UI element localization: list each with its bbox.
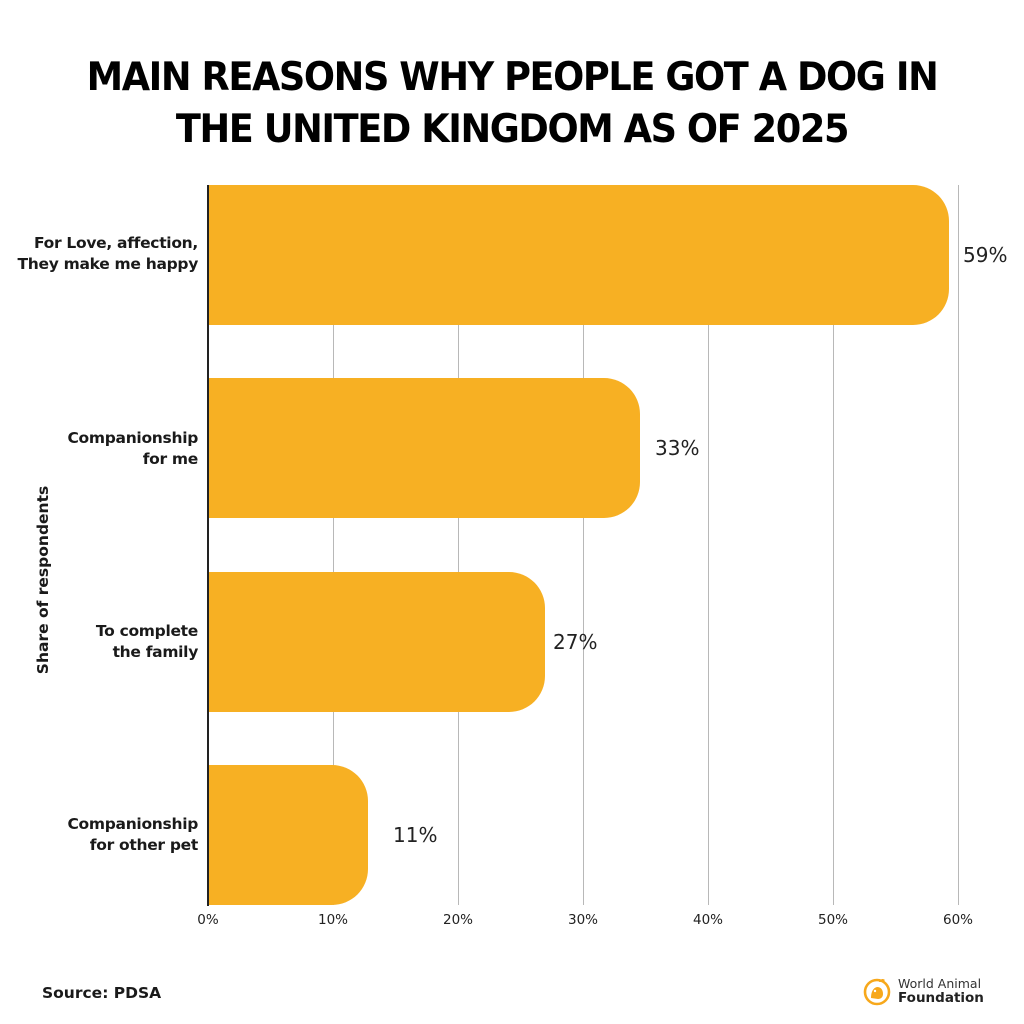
bar-companionship-me <box>209 378 640 518</box>
chart-title: MAIN REASONS WHY PEOPLE GOT A DOG IN THE… <box>31 52 994 156</box>
dog-bird-logo-icon <box>863 978 891 1006</box>
x-tick-label: 60% <box>942 912 974 928</box>
bar-companionship-other-pet <box>209 765 368 905</box>
category-label-line: Companionship <box>67 429 198 447</box>
value-label: 33% <box>655 436 700 460</box>
x-tick-label: 50% <box>817 912 849 928</box>
title-line-1: MAIN REASONS WHY PEOPLE GOT A DOG IN <box>86 55 939 100</box>
gridline-40 <box>708 185 709 905</box>
y-axis-line <box>207 185 209 906</box>
value-label: 11% <box>393 823 438 847</box>
x-tick-label: 20% <box>442 912 474 928</box>
x-tick-label: 30% <box>567 912 599 928</box>
gridline-30 <box>583 185 584 905</box>
category-label-line: For Love, affection, <box>33 234 198 252</box>
category-label: Companionship for me <box>0 428 198 470</box>
title-line-2: THE UNITED KINGDOM AS OF 2025 <box>175 107 850 152</box>
gridline-60 <box>958 185 959 905</box>
category-label-line: the family <box>112 643 199 661</box>
x-tick-label: 40% <box>692 912 724 928</box>
logo-text-line-1: World Animal <box>898 976 982 991</box>
logo-text-line-2: Foundation <box>898 990 984 1006</box>
bar-complete-family <box>209 572 545 712</box>
category-label: Companionship for other pet <box>0 814 198 856</box>
category-label-line: for other pet <box>89 836 199 854</box>
category-label-line: To complete <box>95 622 198 640</box>
value-label: 27% <box>553 630 598 654</box>
y-axis-label: Share of respondents <box>34 485 52 675</box>
source-note: Source: PDSA <box>42 984 162 1002</box>
category-label: For Love, affection, They make me happy <box>0 233 199 275</box>
category-label: To complete the family <box>0 621 198 663</box>
category-label-line: They make me happy <box>17 255 199 273</box>
category-label-line: for me <box>142 450 199 468</box>
category-label-line: Companionship <box>67 815 198 833</box>
brand-logo: World Animal Foundation <box>862 976 984 1006</box>
x-tick-label: 10% <box>317 912 349 928</box>
gridline-10 <box>333 185 334 905</box>
gridline-20 <box>458 185 459 905</box>
value-label: 59% <box>963 243 1008 267</box>
x-tick-label: 0% <box>197 912 219 928</box>
bar-love-affection <box>209 185 949 325</box>
gridline-50 <box>833 185 834 905</box>
